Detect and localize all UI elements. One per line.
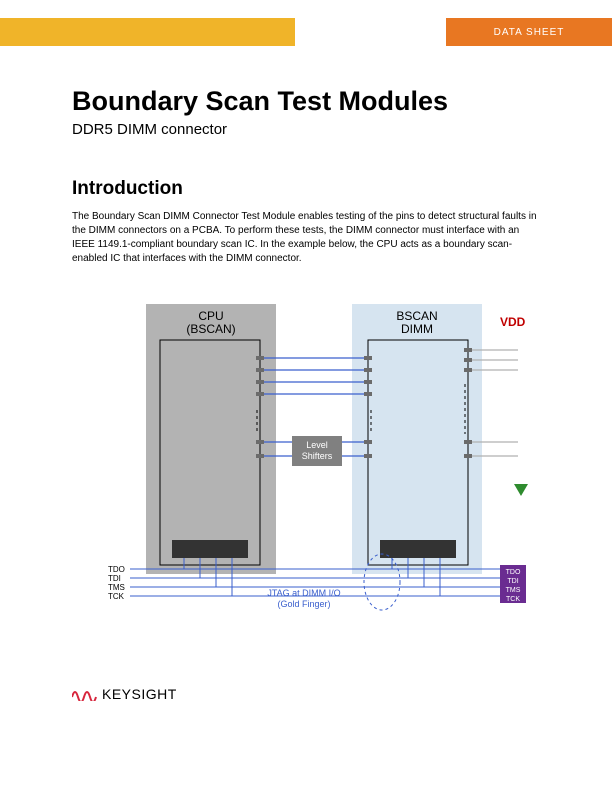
logo-wave-icon (72, 687, 98, 701)
header-spacer (295, 18, 446, 46)
svg-text:TCK: TCK (506, 596, 520, 603)
svg-text:VDD: VDD (500, 315, 526, 329)
svg-text:TDI: TDI (507, 578, 518, 585)
svg-text:TMS: TMS (108, 583, 125, 592)
block-diagram: CPU(BSCAN)BSCANDIMMLevelShiftersVDDTDOTD… (72, 296, 540, 626)
intro-paragraph: The Boundary Scan DIMM Connector Test Mo… (72, 210, 540, 266)
content-area: Boundary Scan Test Modules DDR5 DIMM con… (72, 86, 540, 626)
svg-text:(BSCAN): (BSCAN) (186, 322, 235, 336)
svg-text:TDI: TDI (108, 574, 121, 583)
svg-text:TMS: TMS (506, 587, 521, 594)
section-heading: Introduction (72, 178, 540, 200)
svg-text:DIMM: DIMM (401, 322, 433, 336)
svg-text:(Gold Finger): (Gold Finger) (277, 599, 330, 609)
svg-text:TDO: TDO (506, 569, 521, 576)
header-right-badge: DATA SHEET (446, 18, 612, 46)
page-subtitle: DDR5 DIMM connector (72, 121, 540, 138)
page-title: Boundary Scan Test Modules (72, 86, 540, 117)
svg-text:TCK: TCK (108, 592, 125, 601)
svg-text:JTAG at DIMM I/O: JTAG at DIMM I/O (267, 588, 340, 598)
header-left-accent (0, 18, 295, 46)
svg-text:TDO: TDO (108, 565, 125, 574)
brand-logo: KEYSIGHT (72, 686, 177, 702)
logo-text: KEYSIGHT (102, 686, 177, 702)
header-bar: DATA SHEET (0, 18, 612, 46)
svg-text:BSCAN: BSCAN (396, 309, 437, 323)
diagram-svg: CPU(BSCAN)BSCANDIMMLevelShiftersVDDTDOTD… (72, 296, 540, 626)
svg-text:Level: Level (306, 440, 328, 450)
svg-text:CPU: CPU (198, 309, 223, 323)
svg-text:Shifters: Shifters (302, 451, 333, 461)
